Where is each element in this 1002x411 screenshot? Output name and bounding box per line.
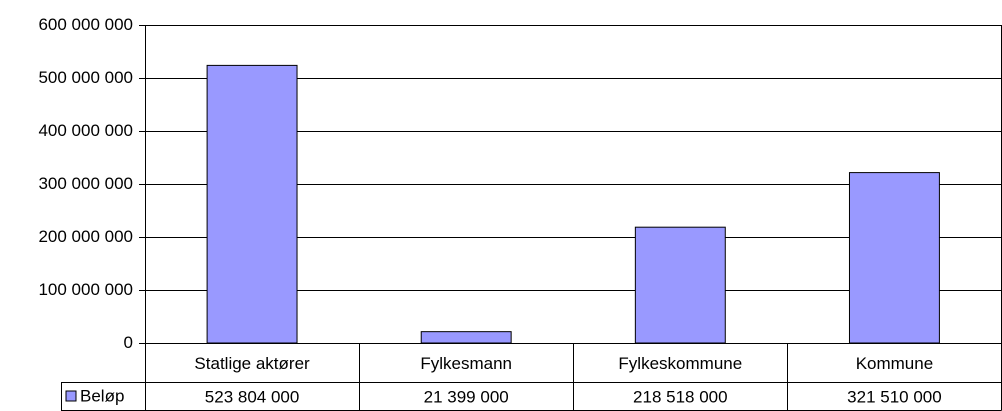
data-table-value: 523 804 000 [205,387,300,406]
y-tick-label: 400 000 000 [38,121,133,140]
data-table-value: 321 510 000 [847,387,942,406]
y-tick-label: 600 000 000 [38,15,133,34]
bar [420,331,512,344]
y-tick-label: 200 000 000 [38,227,133,246]
x-tick-label: Fylkesmann [420,354,512,373]
y-tick-label: 100 000 000 [38,280,133,299]
bar [848,172,940,344]
bar [206,64,298,344]
y-tick-label: 300 000 000 [38,174,133,193]
bar [634,226,726,344]
y-tick-label: 0 [124,333,133,352]
y-tick-label: 500 000 000 [38,68,133,87]
x-tick-label: Statlige aktører [194,354,310,373]
x-tick-label: Kommune [856,354,933,373]
data-table-value: 218 518 000 [633,387,728,406]
x-tick-label: Fylkeskommune [618,354,742,373]
legend-label: Beløp [80,386,124,405]
data-table-value: 21 399 000 [424,387,509,406]
legend-key [65,390,77,402]
